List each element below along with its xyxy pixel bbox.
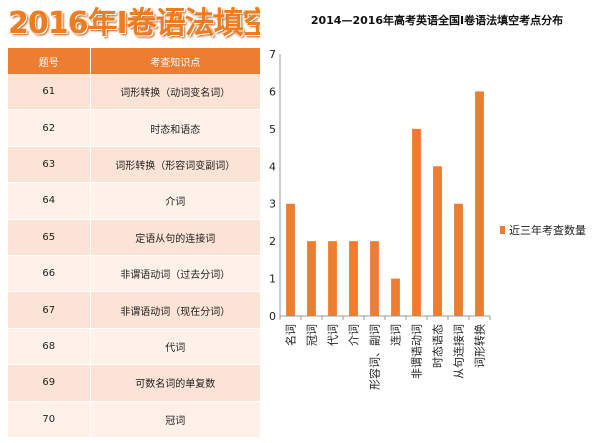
- legend-swatch: [500, 226, 505, 234]
- header-number: 题号: [8, 48, 91, 74]
- knowledge-point: 代词: [90, 328, 260, 366]
- question-number: 64: [8, 182, 91, 220]
- table-row: 69 可数名词的单复数: [8, 364, 260, 402]
- chart-panel: 2014—2016年高考英语全国I卷语法填空考点分布 0 1 2 3 4 5 6 7 名词 冠词…: [262, 0, 602, 443]
- y-tick-label: 2: [269, 235, 276, 248]
- question-number: 70: [8, 401, 91, 438]
- bar: [454, 203, 463, 316]
- table-row: 64 介词: [8, 182, 260, 220]
- table-row: 68 代词: [8, 328, 260, 366]
- table-row: 61 词形转换（动词变名词）: [8, 74, 260, 111]
- knowledge-point: 词形转换（动词变名词）: [90, 74, 260, 111]
- banner-title: 2016年I卷语法填空: [8, 6, 260, 41]
- x-tick-label: 词形转换: [473, 324, 487, 368]
- x-tick-label: 名词: [284, 324, 298, 346]
- table-row: 63 词形转换（形容词变副词）: [8, 146, 260, 184]
- question-number: 68: [8, 328, 91, 366]
- y-tick-label: 4: [269, 160, 276, 173]
- knowledge-point: 词形转换（形容词变副词）: [90, 146, 260, 184]
- bar: [370, 241, 379, 316]
- x-tick-label: 介词: [348, 324, 361, 346]
- bar: [391, 278, 400, 316]
- bar: [475, 91, 484, 316]
- table-row: 70 冠词: [8, 401, 260, 438]
- knowledge-point: 介词: [90, 182, 260, 220]
- bar: [328, 241, 337, 316]
- knowledge-point: 非谓语动词（现在分词）: [90, 291, 260, 329]
- chart-title: 2014—2016年高考英语全国I卷语法填空考点分布: [310, 14, 564, 27]
- y-tick-label: 1: [269, 273, 276, 286]
- bar: [433, 166, 442, 316]
- table-row: 65 定语从句的连接词: [8, 219, 260, 256]
- y-tick-label: 3: [269, 198, 276, 211]
- knowledge-point: 定语从句的连接词: [90, 219, 260, 256]
- x-tick-label: 冠词: [306, 324, 319, 346]
- question-number: 69: [8, 364, 91, 402]
- question-number: 67: [8, 291, 91, 329]
- bar: [307, 241, 316, 316]
- y-tick-label: 6: [269, 85, 276, 98]
- y-tick-label: 7: [269, 48, 276, 61]
- bar: [286, 203, 295, 316]
- x-tick-label: 时态语态: [432, 324, 445, 368]
- x-tick-label: 非谓语动词: [411, 324, 424, 379]
- x-tick-label: 形容词、副词: [368, 324, 382, 390]
- x-tick-label: 代词: [327, 324, 340, 346]
- bar: [349, 241, 358, 316]
- question-number: 63: [8, 146, 91, 184]
- bar-chart: 0 1 2 3 4 5 6 7 名词 冠词 代词 介词 形容词、副词 连词 非谓语动词 时态语态 从句连接词词…: [269, 48, 586, 390]
- knowledge-point: 可数名词的单复数: [90, 364, 260, 402]
- header-point: 考查知识点: [90, 48, 260, 74]
- table-row: 62 时态和语态: [8, 109, 260, 147]
- knowledge-point: 时态和语态: [90, 109, 260, 147]
- question-number: 66: [8, 255, 91, 293]
- bar: [412, 128, 421, 316]
- table-header-row: 题号 考查知识点: [8, 48, 260, 74]
- y-tick-label: 5: [269, 123, 276, 136]
- y-tick-label: 0: [269, 310, 276, 323]
- table-row: 67 非谓语动词（现在分词）: [8, 291, 260, 329]
- knowledge-point: 非谓语动词（过去分词）: [90, 255, 260, 293]
- table-row: 66 非谓语动词（过去分词）: [8, 255, 260, 293]
- question-number: 61: [8, 74, 91, 111]
- knowledge-point: 冠词: [90, 401, 260, 438]
- question-number: 65: [8, 219, 91, 256]
- question-number: 62: [8, 109, 91, 147]
- left-panel: 2016年I卷语法填空 题号 考查知识点 61 词形转换（动词变名词） 62 时态和…: [8, 2, 260, 440]
- legend-label: 近三年考查数量: [509, 223, 586, 237]
- x-tick-label: 从句连接词: [453, 324, 466, 379]
- x-tick-label: 连词: [390, 324, 403, 346]
- knowledge-table: 题号 考查知识点 61 词形转换（动词变名词） 62 时态和语态 63 词形转换（形容…: [8, 48, 260, 438]
